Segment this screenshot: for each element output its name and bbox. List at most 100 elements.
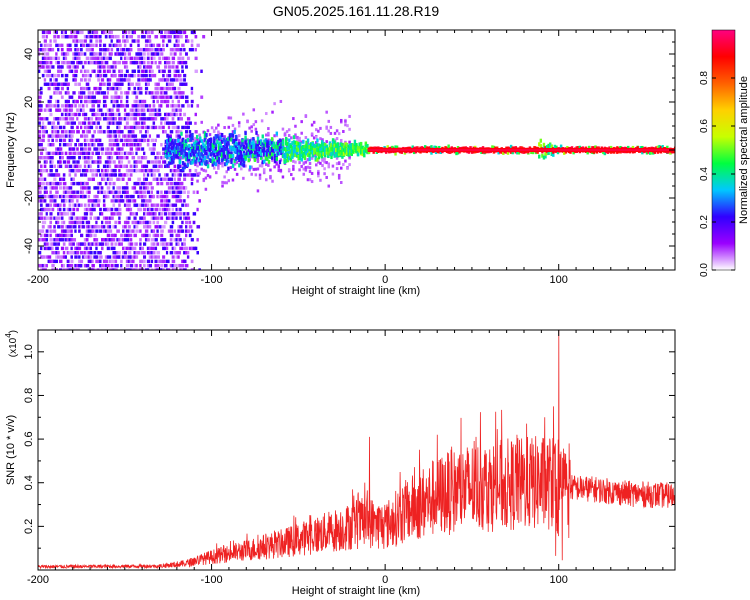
spectrogram-cell [173, 95, 176, 99]
spectrogram-cell [164, 117, 167, 121]
spectrogram-cell [87, 199, 92, 203]
spectrogram-cell [344, 144, 347, 149]
spectrogram-cell [356, 152, 360, 157]
spectrogram-cell [252, 108, 256, 112]
spectrogram-cell [49, 134, 53, 138]
spectrogram-cell [72, 177, 75, 181]
spectrogram-cell [45, 69, 50, 73]
colorbar-scale [711, 29, 736, 271]
spectrogram-cell [62, 255, 67, 259]
spectrogram-cell [542, 145, 546, 150]
spectrogram-cell [76, 268, 80, 270]
spectrogram-cell [531, 150, 535, 155]
spectrogram-cell [185, 203, 188, 207]
spectrogram-cell [129, 173, 133, 177]
spectrogram-cell [327, 151, 330, 156]
spectrogram-cell [106, 177, 111, 181]
spectrogram-cell [45, 263, 48, 268]
spectrogram-cell [99, 69, 102, 73]
spectrogram-cell [97, 73, 101, 78]
spectrogram-cell [179, 199, 183, 203]
spectrogram-cell [220, 154, 224, 159]
spectrogram-cell [344, 148, 347, 153]
spectrogram-cell [95, 203, 99, 207]
spectrogram-cell [87, 78, 91, 82]
spectrogram-cell [192, 212, 197, 216]
spectrogram-cell [76, 56, 80, 61]
spectrogram-cell [212, 166, 216, 170]
spectrogram-cell [165, 173, 169, 177]
spectrogram-cell [66, 52, 70, 56]
spectrogram-cell [281, 127, 285, 131]
spectrogram-cell [139, 104, 143, 108]
spectrogram-cell [169, 263, 173, 268]
spectrogram-cell [49, 95, 53, 99]
spectrogram-cell [233, 129, 236, 134]
spectrogram-cell [135, 263, 138, 268]
spectrogram-cell [72, 160, 76, 164]
spectrogram-cell [57, 69, 60, 73]
spectrogram-cell [455, 151, 458, 156]
spectrogram-cell [269, 151, 272, 156]
spectrogram-cell [118, 134, 121, 138]
spectrogram-cell [250, 137, 253, 141]
spectrogram-cell [164, 56, 168, 61]
spectrogram-cell [154, 216, 157, 220]
spectrogram-cell [203, 131, 207, 136]
spectrogram-cell [156, 52, 160, 56]
spectrogram-cell [291, 146, 294, 151]
spectrogram-cell [112, 190, 116, 194]
spectrogram-cell [87, 251, 90, 255]
spectrogram-cell [235, 134, 238, 139]
spectrogram-cell [179, 186, 182, 190]
spectrogram-cell [38, 181, 42, 186]
spectrogram-cell [118, 212, 122, 216]
spectrogram-cell [49, 164, 53, 169]
spectrogram-cell [110, 242, 114, 246]
spectrogram-cell [200, 152, 204, 157]
spectrogram-cell [127, 30, 131, 35]
spectrogram-cell [175, 144, 179, 149]
spectrogram-cell [51, 138, 54, 143]
spectrogram-cell [125, 91, 130, 95]
spectrogram-cell [102, 268, 106, 270]
spectrogram-cell [242, 153, 246, 158]
spectrogram-cell [283, 159, 286, 164]
spectrogram-cell [250, 129, 253, 133]
spectrogram-cell [137, 104, 141, 108]
spectrogram-cell [39, 65, 44, 69]
spectrogram-cell [171, 30, 175, 35]
spectrogram-cell [102, 60, 106, 65]
spectrogram-cell [164, 121, 168, 125]
spectrogram-cell [39, 60, 44, 65]
spectrogram-cell [171, 203, 175, 207]
spectrogram-cell [60, 134, 65, 138]
spectrogram-cell [156, 220, 160, 225]
spectrogram-cell [171, 47, 175, 52]
spectrogram-cell [72, 65, 77, 69]
spectrogram-cell [55, 108, 59, 112]
spectrogram-cell [150, 69, 154, 73]
spectrogram-cell [62, 160, 67, 164]
spectrogram-cell [299, 153, 302, 158]
spectrogram-cell [112, 69, 116, 73]
spectrogram-cell [141, 125, 145, 130]
spectrogram-cell [120, 194, 124, 199]
spectrogram-cell [277, 151, 280, 156]
spectrogram-cell [144, 134, 148, 138]
spectrogram-cell [68, 47, 73, 52]
spectrogram-cell [160, 164, 163, 169]
spectrogram-cell [39, 177, 44, 181]
spectrogram-cell [171, 186, 175, 190]
spectrogram-cell [114, 259, 118, 264]
spectrogram-cell [66, 251, 70, 255]
spectrogram-cell [112, 95, 115, 99]
spectrogram-cell [308, 166, 312, 170]
spectrogram-cell [135, 181, 139, 186]
spectrogram-cell [334, 143, 338, 148]
spectrogram-cell [259, 148, 263, 153]
spectrogram-cell [101, 30, 105, 35]
spectrogram-cell [152, 121, 156, 125]
spectrogram-cell [144, 65, 149, 69]
spectrogram-cell [55, 86, 59, 91]
